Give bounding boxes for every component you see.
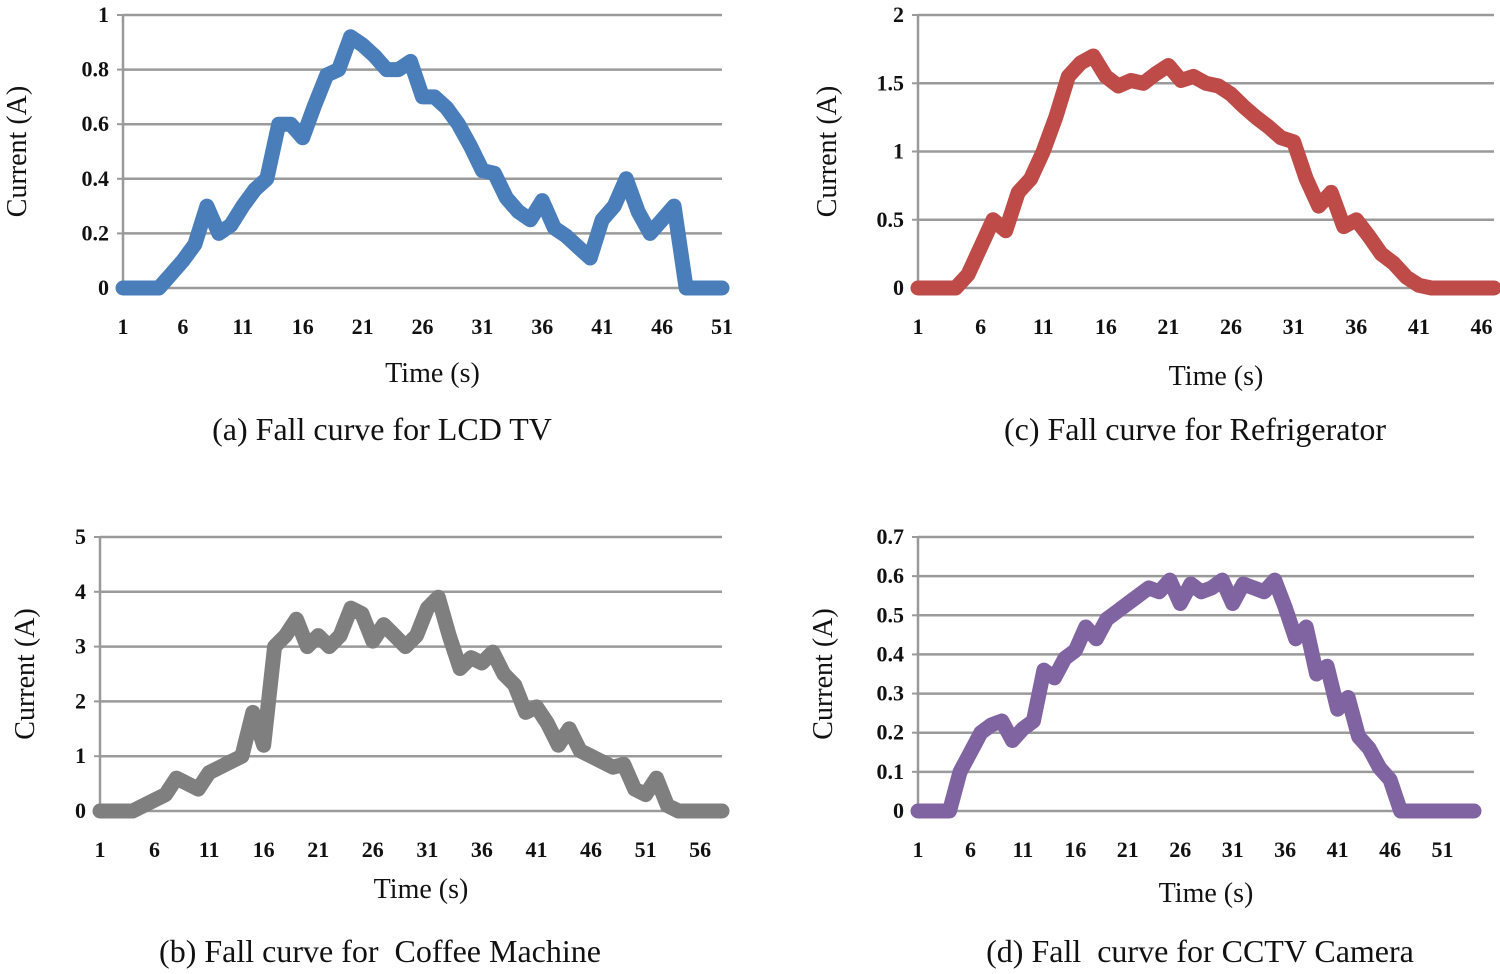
y-tick-label: 0.7 bbox=[877, 524, 905, 549]
x-tick-label: 11 bbox=[1013, 837, 1034, 862]
x-tick-label: 31 bbox=[416, 837, 438, 862]
x-tick-label: 21 bbox=[307, 837, 329, 862]
x-tick-label: 26 bbox=[1220, 314, 1242, 339]
y-axis-title: Current (A) bbox=[10, 608, 41, 739]
y-tick-label: 2 bbox=[893, 2, 904, 27]
y-tick-label: 0.3 bbox=[877, 681, 905, 706]
x-tick-label: 36 bbox=[471, 837, 493, 862]
x-tick-label: 6 bbox=[975, 314, 986, 339]
x-tick-label: 41 bbox=[591, 314, 613, 339]
y-axis-title: Current (A) bbox=[2, 86, 33, 217]
x-tick-label: 16 bbox=[1095, 314, 1117, 339]
chart-caption: (d) Fall curve for CCTV Camera bbox=[986, 933, 1414, 969]
chart-caption: (c) Fall curve for Refrigerator bbox=[1004, 411, 1386, 447]
y-tick-label: 1 bbox=[75, 743, 86, 768]
chart-caption: (a) Fall curve for LCD TV bbox=[212, 411, 552, 447]
x-tick-label: 36 bbox=[531, 314, 553, 339]
y-tick-label: 0.4 bbox=[82, 166, 110, 191]
x-tick-label: 26 bbox=[362, 837, 384, 862]
y-tick-label: 5 bbox=[75, 524, 86, 549]
y-axis-title: Current (A) bbox=[812, 86, 843, 217]
y-tick-label: 4 bbox=[75, 579, 86, 604]
x-tick-label: 26 bbox=[412, 314, 434, 339]
y-tick-label: 3 bbox=[75, 634, 86, 659]
x-tick-label: 51 bbox=[635, 837, 657, 862]
x-tick-label: 46 bbox=[580, 837, 602, 862]
x-tick-label: 51 bbox=[1432, 837, 1454, 862]
x-tick-label: 46 bbox=[1470, 314, 1492, 339]
x-tick-label: 41 bbox=[1327, 837, 1349, 862]
x-axis-title: Time (s) bbox=[1169, 361, 1264, 392]
x-tick-label: 1 bbox=[95, 837, 106, 862]
chart-panel-d: 00.10.20.30.40.50.60.71 6 11 16 21 26 31 36 41 46… bbox=[808, 524, 1482, 969]
x-tick-label: 36 bbox=[1274, 837, 1296, 862]
y-tick-label: 0 bbox=[893, 275, 904, 300]
x-tick-label: 16 bbox=[292, 314, 314, 339]
y-tick-label: 0.5 bbox=[877, 602, 905, 627]
series-line-d bbox=[910, 572, 1482, 819]
x-tick-label: 11 bbox=[232, 314, 253, 339]
y-tick-label: 1 bbox=[98, 2, 109, 27]
x-tick-label: 51 bbox=[711, 314, 733, 339]
y-tick-label: 0.2 bbox=[82, 220, 110, 245]
series-line-b bbox=[92, 589, 730, 819]
y-tick-label: 0.6 bbox=[82, 111, 110, 136]
x-tick-label: 11 bbox=[199, 837, 220, 862]
x-tick-label: 6 bbox=[177, 314, 188, 339]
x-tick-label: 6 bbox=[149, 837, 160, 862]
x-tick-label: 31 bbox=[471, 314, 493, 339]
x-tick-label: 31 bbox=[1222, 837, 1244, 862]
x-tick-label: 41 bbox=[1408, 314, 1430, 339]
x-tick-label: 1 bbox=[118, 314, 129, 339]
chart-caption: (b) Fall curve for Coffee Machine bbox=[159, 933, 601, 969]
y-tick-label: 0.4 bbox=[877, 641, 905, 666]
y-axis-title: Current (A) bbox=[808, 608, 839, 739]
x-axis-title: Time (s) bbox=[1159, 878, 1254, 909]
x-axis-title: Time (s) bbox=[385, 358, 480, 389]
x-tick-label: 56 bbox=[689, 837, 711, 862]
x-axis-title: Time (s) bbox=[374, 874, 469, 905]
x-tick-label: 21 bbox=[1117, 837, 1139, 862]
y-tick-label: 0.8 bbox=[82, 57, 110, 82]
x-tick-label: 1 bbox=[913, 837, 924, 862]
y-tick-label: 0.5 bbox=[877, 207, 905, 232]
x-tick-label: 16 bbox=[1064, 837, 1086, 862]
x-tick-label: 16 bbox=[253, 837, 275, 862]
y-tick-label: 0.6 bbox=[877, 563, 905, 588]
x-tick-label: 46 bbox=[651, 314, 673, 339]
x-tick-label: 31 bbox=[1283, 314, 1305, 339]
y-tick-label: 0.2 bbox=[877, 720, 905, 745]
x-tick-label: 11 bbox=[1033, 314, 1054, 339]
x-tick-label: 21 bbox=[352, 314, 374, 339]
chart-panel-a: 00.20.40.60.811 6 11 16 21 26 31 36 41 46 51Curren… bbox=[2, 2, 733, 447]
y-tick-label: 0 bbox=[98, 275, 109, 300]
series-line-a bbox=[115, 29, 730, 296]
y-tick-label: 0 bbox=[893, 798, 904, 823]
x-tick-label: 6 bbox=[965, 837, 976, 862]
x-tick-label: 41 bbox=[525, 837, 547, 862]
x-tick-label: 1 bbox=[913, 314, 924, 339]
y-tick-label: 0 bbox=[75, 798, 86, 823]
y-tick-label: 1 bbox=[893, 139, 904, 164]
y-tick-label: 1.5 bbox=[877, 70, 905, 95]
x-tick-label: 21 bbox=[1157, 314, 1179, 339]
x-tick-label: 26 bbox=[1169, 837, 1191, 862]
y-tick-label: 2 bbox=[75, 688, 86, 713]
series-line-c bbox=[910, 48, 1500, 296]
x-tick-label: 46 bbox=[1379, 837, 1401, 862]
x-tick-label: 36 bbox=[1345, 314, 1367, 339]
y-tick-label: 0.1 bbox=[877, 759, 905, 784]
